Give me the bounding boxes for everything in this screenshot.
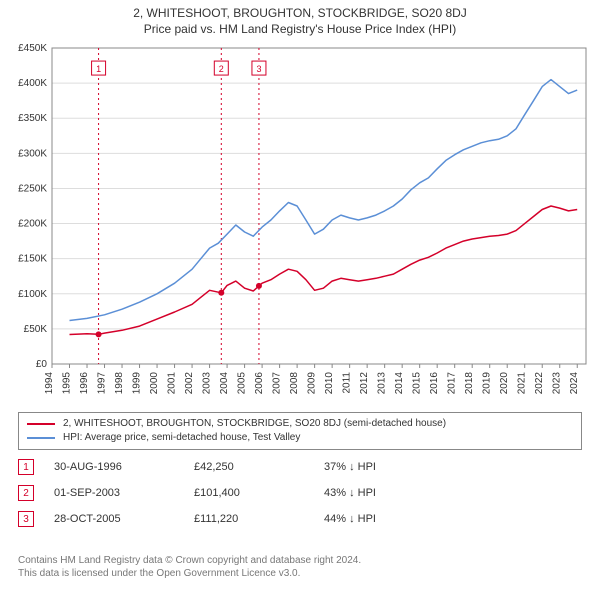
legend-swatch	[27, 437, 55, 439]
line-chart: £0 £50K £100K £150K £200K £250K £300K £350K £400…	[8, 42, 592, 402]
svg-text:2008: 2008	[289, 372, 300, 395]
marker-date: 28-OCT-2005	[54, 513, 194, 525]
svg-text:1998: 1998	[114, 372, 125, 395]
svg-text:1996: 1996	[79, 372, 90, 395]
svg-text:1995: 1995	[62, 372, 73, 395]
svg-text:£300K: £300K	[18, 148, 47, 159]
svg-text:1997: 1997	[97, 372, 108, 395]
svg-text:2023: 2023	[552, 372, 563, 395]
svg-text:£450K: £450K	[18, 43, 47, 54]
svg-text:2021: 2021	[517, 372, 528, 395]
marker-row: 3 28-OCT-2005£111,22044% ↓ HPI	[18, 506, 582, 532]
svg-text:2015: 2015	[412, 372, 423, 395]
marker-delta: 44% ↓ HPI	[324, 513, 444, 525]
svg-text:2000: 2000	[149, 372, 160, 395]
svg-text:2006: 2006	[254, 372, 265, 395]
svg-text:2017: 2017	[447, 372, 458, 395]
svg-text:£400K: £400K	[18, 78, 47, 89]
svg-text:1: 1	[96, 64, 101, 74]
svg-text:2005: 2005	[237, 372, 248, 395]
legend-label: HPI: Average price, semi-detached house,…	[63, 431, 300, 445]
svg-text:2012: 2012	[359, 372, 370, 395]
svg-text:2004: 2004	[219, 372, 230, 395]
svg-text:2007: 2007	[272, 372, 283, 395]
svg-text:£0: £0	[36, 359, 48, 370]
svg-text:3: 3	[256, 64, 261, 74]
svg-text:1994: 1994	[44, 372, 55, 395]
markers-table: 1 30-AUG-1996£42,25037% ↓ HPI 2 01-SEP-2003…	[18, 454, 582, 532]
marker-price: £42,250	[194, 461, 324, 473]
marker-price: £111,220	[194, 513, 324, 525]
svg-text:2016: 2016	[429, 372, 440, 395]
marker-row: 1 30-AUG-1996£42,25037% ↓ HPI	[18, 454, 582, 480]
svg-text:2011: 2011	[342, 372, 353, 394]
svg-text:2022: 2022	[534, 372, 545, 395]
svg-text:2013: 2013	[377, 372, 388, 395]
footer-line-2: This data is licensed under the Open Gov…	[18, 567, 582, 580]
chart-title: 2, WHITESHOOT, BROUGHTON, STOCKBRIDGE, S…	[0, 0, 600, 20]
svg-text:2001: 2001	[167, 372, 178, 395]
svg-text:2: 2	[219, 64, 224, 74]
marker-delta: 37% ↓ HPI	[324, 461, 444, 473]
marker-badge: 3	[18, 511, 34, 527]
chart-area: £0 £50K £100K £150K £200K £250K £300K £350K £400…	[8, 42, 592, 402]
svg-text:2009: 2009	[307, 372, 318, 395]
svg-text:2014: 2014	[394, 372, 405, 395]
svg-text:2019: 2019	[482, 372, 493, 395]
svg-text:£150K: £150K	[18, 254, 47, 265]
legend-item: 2, WHITESHOOT, BROUGHTON, STOCKBRIDGE, S…	[27, 417, 573, 431]
legend-swatch	[27, 423, 55, 425]
svg-text:2002: 2002	[184, 372, 195, 395]
legend-label: 2, WHITESHOOT, BROUGHTON, STOCKBRIDGE, S…	[63, 417, 446, 431]
chart-subtitle: Price paid vs. HM Land Registry's House …	[0, 20, 600, 40]
svg-text:£250K: £250K	[18, 183, 47, 194]
marker-date: 30-AUG-1996	[54, 461, 194, 473]
marker-row: 2 01-SEP-2003£101,40043% ↓ HPI	[18, 480, 582, 506]
svg-text:2020: 2020	[499, 372, 510, 395]
marker-price: £101,400	[194, 487, 324, 499]
svg-text:£50K: £50K	[24, 324, 48, 335]
marker-badge: 1	[18, 459, 34, 475]
svg-text:2018: 2018	[464, 372, 475, 395]
legend-item: HPI: Average price, semi-detached house,…	[27, 431, 573, 445]
svg-text:2003: 2003	[202, 372, 213, 395]
svg-text:2024: 2024	[569, 372, 580, 395]
footer-attribution: Contains HM Land Registry data © Crown c…	[18, 554, 582, 580]
footer-line-1: Contains HM Land Registry data © Crown c…	[18, 554, 582, 567]
marker-delta: 43% ↓ HPI	[324, 487, 444, 499]
svg-text:£200K: £200K	[18, 219, 47, 230]
marker-badge: 2	[18, 485, 34, 501]
svg-text:£350K: £350K	[18, 113, 47, 124]
svg-text:2010: 2010	[324, 372, 335, 395]
marker-date: 01-SEP-2003	[54, 487, 194, 499]
svg-text:£100K: £100K	[18, 289, 47, 300]
svg-text:1999: 1999	[132, 372, 143, 395]
legend: 2, WHITESHOOT, BROUGHTON, STOCKBRIDGE, S…	[18, 412, 582, 450]
